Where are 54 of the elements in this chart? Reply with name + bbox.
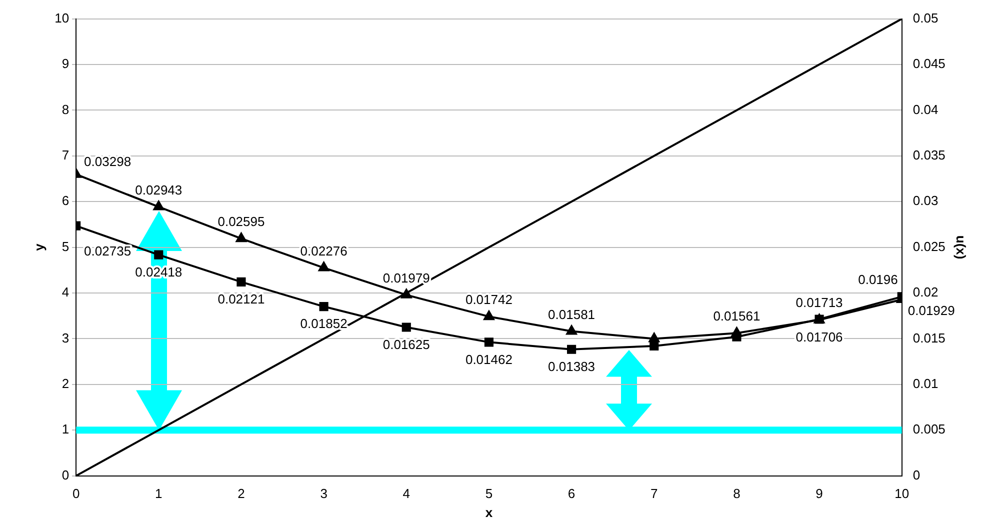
data-label: 0.02276: [300, 243, 348, 258]
data-label: 0.02735: [84, 243, 132, 258]
data-label: 0.03298: [84, 154, 132, 169]
x-tick-label: 0: [72, 486, 80, 502]
y2-tick-label: 0.015: [912, 330, 946, 346]
y-tick-label: 8: [62, 102, 70, 117]
y2-tick-label: 0.02: [912, 284, 938, 300]
data-label: 0.01625: [382, 336, 430, 352]
data-label: 0.01581: [548, 306, 596, 322]
y-tick-label: 10: [54, 10, 70, 26]
data-label: 0.01383: [548, 358, 596, 374]
data-label: 0.01742: [465, 292, 512, 308]
x-tick-label: 5: [485, 486, 493, 502]
y-tick-label: 4: [62, 284, 70, 300]
x-tick-label: 9: [816, 486, 823, 502]
x-tick-label: 6: [568, 486, 576, 502]
y2-tick-label: 0: [912, 467, 920, 482]
y-tick-label: 6: [62, 193, 70, 208]
y2-tick-label: 0.01: [912, 376, 938, 391]
y2-tick-label: 0.035: [912, 147, 946, 162]
y-tick-label: 2: [62, 376, 70, 391]
x-axis-title: x: [485, 504, 494, 520]
x-tick-label: 3: [320, 486, 328, 502]
data-label: 0.02121: [218, 292, 265, 307]
y-tick-label: 1: [62, 422, 70, 437]
y-tick-label: 7: [62, 147, 70, 162]
y2-tick-label: 0.005: [912, 422, 946, 437]
y-tick-label: 3: [62, 330, 70, 346]
y2-tick-label: 0.03: [912, 193, 938, 208]
data-label: 0.01462: [465, 352, 512, 367]
y-tick-label: 0: [62, 467, 70, 482]
data-label: 0.02595: [218, 214, 265, 230]
y2-axis-title: u(x): [954, 235, 969, 260]
y-tick-label: 5: [62, 238, 70, 254]
x-tick-label: 1: [155, 486, 162, 502]
data-label: 0.01706: [796, 329, 843, 344]
x-tick-label: 8: [733, 486, 740, 502]
y2-tick-label: 0.025: [912, 238, 946, 254]
x-tick-label: 2: [238, 486, 245, 502]
data-label: 0.02943: [135, 182, 182, 198]
data-label: 0.01713: [796, 294, 843, 310]
data-label: 0.01929: [908, 303, 955, 318]
x-tick-label: 4: [402, 486, 410, 502]
data-label: 0.0196: [858, 272, 898, 288]
y-axis-title: y: [31, 242, 46, 251]
data-label: 0.01979: [382, 270, 430, 286]
x-tick-label: 7: [650, 486, 658, 502]
y-tick-label: 9: [62, 56, 70, 72]
y2-tick-label: 0.045: [912, 56, 946, 72]
data-label: 0.01561: [713, 308, 760, 324]
data-label: 0.01852: [300, 316, 348, 332]
x-tick-label: 10: [894, 486, 910, 502]
y2-tick-label: 0.04: [912, 102, 938, 117]
y2-tick-label: 0.05: [912, 10, 938, 26]
